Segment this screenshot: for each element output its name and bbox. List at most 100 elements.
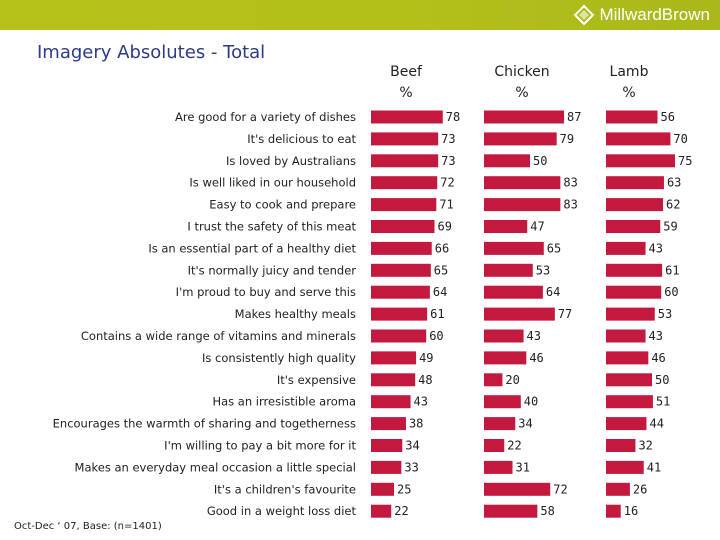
page-title: Imagery Absolutes - Total	[37, 42, 266, 63]
value-label-beef-has-an-irresistible-aroma: 43	[414, 395, 428, 409]
value-label-beef-contains-a-wide-range-of-vitamins-and-minerals: 60	[429, 329, 443, 343]
value-label-chicken-i-trust-the-safety-of-this-meat: 47	[530, 220, 544, 234]
value-label-lamb-it-s-normally-juicy-and-tender: 61	[665, 263, 679, 277]
millward-brown-logo-icon	[574, 4, 595, 26]
bar-beef-is-an-essential-part-of-a-healthy-diet	[371, 241, 432, 255]
bar-chicken-has-an-irresistible-aroma	[484, 395, 521, 409]
bar-chicken-it-s-a-children-s-favourite	[484, 482, 551, 496]
bar-chicken-makes-an-everyday-meal-occasion-a-little-special	[484, 460, 513, 474]
bar-lamb-contains-a-wide-range-of-vitamins-and-minerals	[606, 329, 646, 343]
value-label-chicken-i-m-willing-to-pay-a-bit-more-for-it: 22	[507, 439, 521, 453]
column-header-lamb-name: Lamb	[609, 64, 649, 80]
bar-lamb-it-s-normally-juicy-and-tender	[606, 263, 663, 277]
category-label-i-m-willing-to-pay-a-bit-more-for-it: I'm willing to pay a bit more for it	[164, 439, 356, 453]
category-label-it-s-normally-juicy-and-tender: It's normally juicy and tender	[188, 263, 357, 277]
top-banner: MillwardBrown	[0, 0, 720, 30]
column-header-chicken-unit: %	[515, 85, 529, 101]
value-label-lamb-good-in-a-weight-loss-diet: 16	[624, 504, 638, 518]
value-label-beef-makes-an-everyday-meal-occasion-a-little-special: 33	[404, 460, 418, 474]
bar-chicken-encourages-the-warmth-of-sharing-and-togetherness	[484, 417, 516, 431]
bar-beef-good-in-a-weight-loss-diet	[371, 504, 392, 518]
bar-beef-encourages-the-warmth-of-sharing-and-togetherness	[371, 417, 406, 431]
bar-beef-are-good-for-a-variety-of-dishes	[371, 110, 443, 124]
category-label-i-trust-the-safety-of-this-meat: I trust the safety of this meat	[187, 220, 356, 234]
bar-beef-is-loved-by-australians	[371, 154, 439, 168]
bar-lamb-good-in-a-weight-loss-diet	[606, 504, 621, 518]
bar-chicken-it-s-normally-juicy-and-tender	[484, 263, 533, 277]
bar-lamb-makes-healthy-meals	[606, 307, 655, 321]
category-label-it-s-a-children-s-favourite: It's a children's favourite	[214, 482, 356, 496]
bar-chicken-i-trust-the-safety-of-this-meat	[484, 220, 528, 233]
column-header-beef-unit: %	[399, 85, 413, 101]
value-label-lamb-makes-an-everyday-meal-occasion-a-little-special: 41	[647, 460, 661, 474]
value-label-beef-is-loved-by-australians: 73	[441, 154, 455, 168]
column-header-beef-name: Beef	[390, 64, 422, 80]
value-label-beef-it-s-delicious-to-eat: 73	[441, 132, 455, 146]
bar-lamb-is-consistently-high-quality	[606, 351, 649, 365]
bar-chicken-is-consistently-high-quality	[484, 351, 527, 365]
category-label-has-an-irresistible-aroma: Has an irresistible aroma	[212, 395, 356, 409]
bar-chicken-contains-a-wide-range-of-vitamins-and-minerals	[484, 329, 524, 343]
value-label-lamb-i-m-proud-to-buy-and-serve-this: 60	[664, 285, 678, 299]
value-label-chicken-are-good-for-a-variety-of-dishes: 87	[567, 110, 581, 124]
value-label-beef-it-s-expensive: 48	[418, 373, 432, 387]
value-label-chicken-is-consistently-high-quality: 46	[529, 351, 543, 365]
category-label-good-in-a-weight-loss-diet: Good in a weight loss diet	[207, 504, 357, 518]
category-label-is-loved-by-australians: Is loved by Australians	[226, 154, 356, 168]
value-label-lamb-contains-a-wide-range-of-vitamins-and-minerals: 43	[649, 329, 663, 343]
bar-chicken-easy-to-cook-and-prepare	[484, 198, 561, 212]
value-label-beef-makes-healthy-meals: 61	[430, 307, 444, 321]
value-label-lamb-is-well-liked-in-our-household: 63	[667, 176, 681, 190]
value-label-chicken-has-an-irresistible-aroma: 40	[524, 395, 538, 409]
bar-beef-i-m-willing-to-pay-a-bit-more-for-it	[371, 439, 403, 452]
value-label-beef-is-consistently-high-quality: 49	[419, 351, 433, 365]
bar-lamb-it-s-expensive	[606, 373, 652, 387]
category-label-encourages-the-warmth-of-sharing-and-togetherness: Encourages the warmth of sharing and tog…	[53, 417, 356, 431]
value-label-beef-i-m-proud-to-buy-and-serve-this: 64	[433, 285, 447, 299]
value-label-chicken-easy-to-cook-and-prepare: 83	[563, 198, 577, 212]
value-label-chicken-makes-healthy-meals: 77	[558, 307, 572, 321]
category-label-it-s-delicious-to-eat: It's delicious to eat	[247, 132, 356, 146]
bar-lamb-i-m-willing-to-pay-a-bit-more-for-it	[606, 439, 636, 452]
column-header-lamb: Lamb %	[589, 62, 669, 104]
bar-beef-contains-a-wide-range-of-vitamins-and-minerals	[371, 329, 427, 343]
category-label-are-good-for-a-variety-of-dishes: Are good for a variety of dishes	[175, 110, 356, 124]
category-label-it-s-expensive: It's expensive	[277, 373, 356, 387]
value-label-chicken-it-s-expensive: 20	[505, 373, 519, 387]
value-label-chicken-contains-a-wide-range-of-vitamins-and-minerals: 43	[527, 329, 541, 343]
bar-beef-easy-to-cook-and-prepare	[371, 198, 437, 212]
value-label-chicken-is-loved-by-australians: 50	[533, 154, 547, 168]
bar-chicken-good-in-a-weight-loss-diet	[484, 504, 538, 518]
value-label-beef-are-good-for-a-variety-of-dishes: 78	[446, 110, 460, 124]
column-header-beef: Beef %	[366, 62, 446, 104]
bar-beef-has-an-irresistible-aroma	[371, 395, 411, 409]
value-label-beef-encourages-the-warmth-of-sharing-and-togetherness: 38	[409, 417, 423, 431]
value-label-beef-is-well-liked-in-our-household: 72	[440, 176, 454, 190]
bar-chicken-makes-healthy-meals	[484, 307, 555, 321]
column-header-chicken-name: Chicken	[494, 64, 550, 80]
category-label-makes-an-everyday-meal-occasion-a-little-special: Makes an everyday meal occasion a little…	[75, 460, 356, 474]
category-label-is-well-liked-in-our-household: Is well liked in our household	[189, 176, 356, 190]
value-label-chicken-it-s-a-children-s-favourite: 72	[553, 482, 567, 496]
value-label-chicken-it-s-delicious-to-eat: 79	[560, 132, 574, 146]
bar-lamb-it-s-delicious-to-eat	[606, 132, 671, 146]
brand-logo: MillwardBrown	[573, 4, 710, 26]
bar-lamb-i-m-proud-to-buy-and-serve-this	[606, 285, 662, 299]
value-label-lamb-easy-to-cook-and-prepare: 62	[666, 198, 680, 212]
bar-lamb-has-an-irresistible-aroma	[606, 395, 653, 409]
value-label-lamb-i-m-willing-to-pay-a-bit-more-for-it: 32	[638, 439, 652, 453]
bar-chicken-i-m-willing-to-pay-a-bit-more-for-it	[484, 439, 505, 452]
value-label-chicken-encourages-the-warmth-of-sharing-and-togetherness: 34	[518, 417, 532, 431]
value-label-lamb-is-consistently-high-quality: 46	[651, 351, 665, 365]
bar-beef-makes-healthy-meals	[371, 307, 428, 321]
bar-chicken-it-s-delicious-to-eat	[484, 132, 557, 146]
bar-lamb-makes-an-everyday-meal-occasion-a-little-special	[606, 460, 644, 474]
bar-chicken-is-well-liked-in-our-household	[484, 176, 561, 190]
bar-lamb-are-good-for-a-variety-of-dishes	[606, 110, 658, 124]
bar-beef-it-s-expensive	[371, 373, 416, 387]
bar-beef-makes-an-everyday-meal-occasion-a-little-special	[371, 460, 402, 474]
value-label-beef-easy-to-cook-and-prepare: 71	[439, 198, 453, 212]
value-label-beef-it-s-normally-juicy-and-tender: 65	[434, 263, 448, 277]
category-label-easy-to-cook-and-prepare: Easy to cook and prepare	[209, 198, 356, 212]
